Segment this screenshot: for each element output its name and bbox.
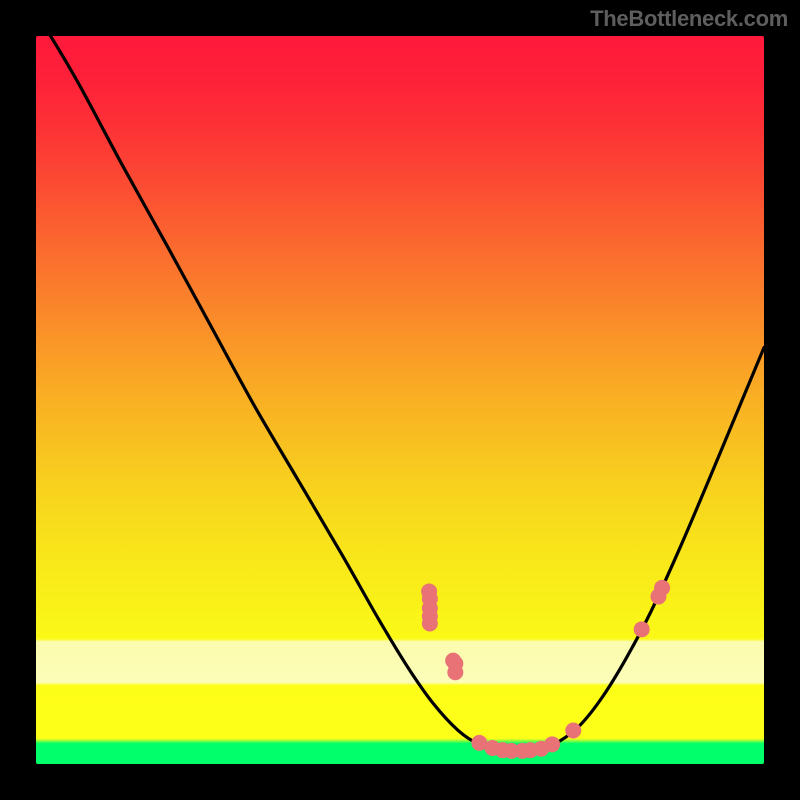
data-marker xyxy=(565,723,581,739)
chart-svg xyxy=(36,36,764,764)
data-marker xyxy=(654,580,670,596)
data-marker xyxy=(634,621,650,637)
chart-container: TheBottleneck.com xyxy=(0,0,800,800)
chart-plot-area xyxy=(36,36,764,764)
data-marker xyxy=(447,664,463,680)
data-marker xyxy=(422,616,438,632)
data-marker xyxy=(544,736,560,752)
attribution-label: TheBottleneck.com xyxy=(590,6,788,32)
